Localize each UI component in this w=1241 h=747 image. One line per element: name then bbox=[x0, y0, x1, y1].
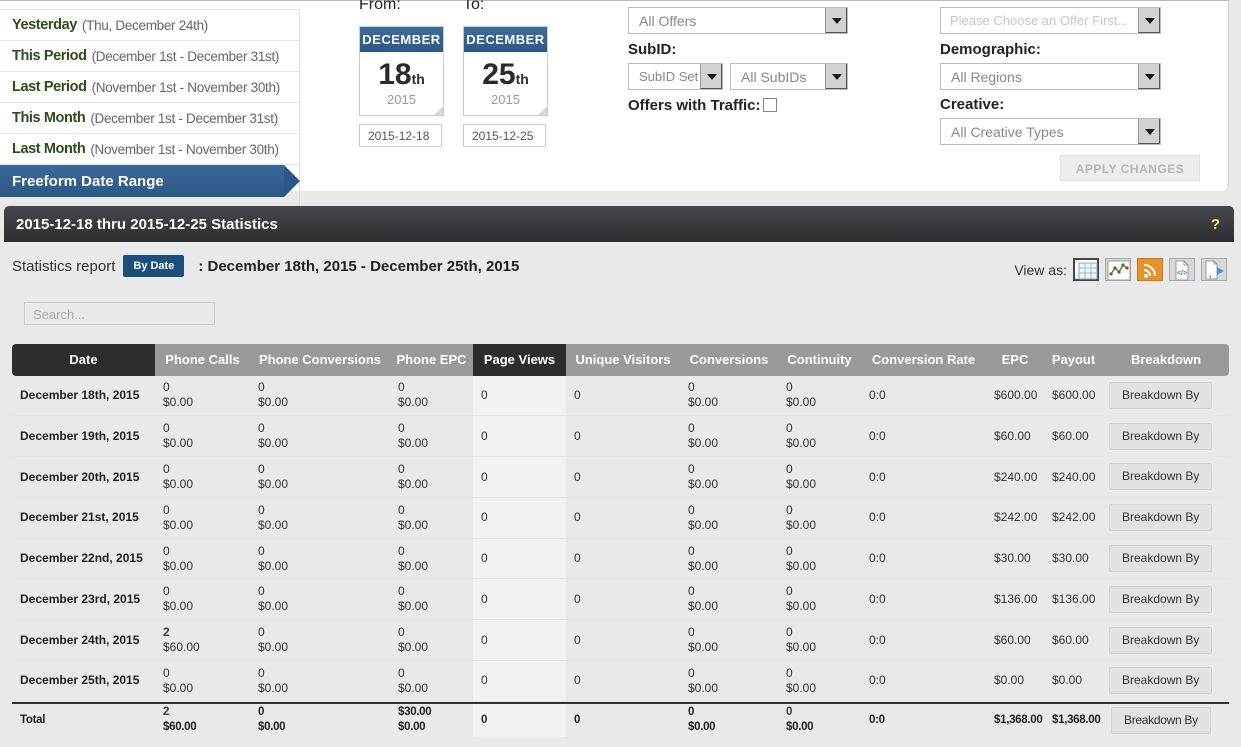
svg-text:,: , bbox=[1209, 269, 1212, 279]
svg-text:</>: </> bbox=[1177, 270, 1187, 277]
